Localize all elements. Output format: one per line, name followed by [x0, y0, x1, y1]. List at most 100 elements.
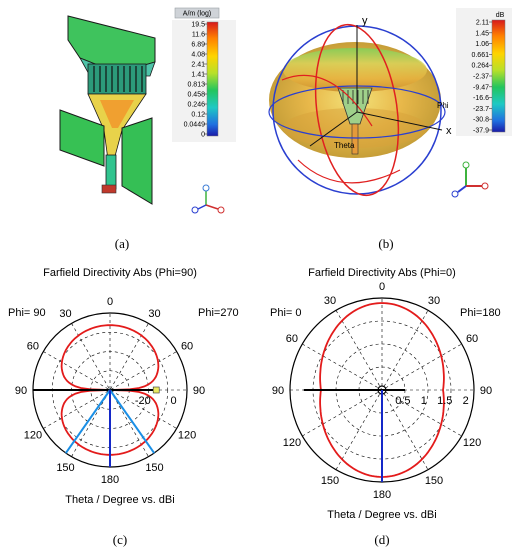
- legend-tick-label: 0.458: [187, 92, 205, 99]
- axis-triad-b: [451, 161, 489, 198]
- legend-a-colorbar: [206, 21, 219, 137]
- legend-b-title: dB: [496, 12, 505, 19]
- legend-tick-label: 1.41: [191, 72, 205, 79]
- polar-angle-tick: 0: [379, 281, 385, 293]
- legend-a-title-box: [174, 7, 220, 19]
- polar-spoke: [71, 323, 149, 457]
- polar-angle-tick: 90: [193, 385, 205, 397]
- legend-tick-label: 0.813: [187, 82, 205, 89]
- reference-marker: [152, 386, 160, 394]
- legend-tick-label: -23.7: [473, 106, 489, 113]
- legend-b-colorbar: [491, 19, 506, 133]
- inner-antenna-slots: [342, 90, 369, 104]
- legend-a-ticks: 19.5 11.6 6.89 4.08 2.41 1.41 0.813 0.458 0.246 0…: [184, 22, 207, 139]
- polar-angle-tick: 120: [24, 430, 42, 442]
- polar-angle-tick: 90: [480, 385, 492, 397]
- radial-tick-label: -20: [135, 395, 151, 407]
- z-axis-line: [309, 111, 358, 147]
- legend-tick-label: 6.89: [191, 42, 205, 49]
- chart-c-right-label: Phi=270: [198, 307, 239, 319]
- antenna-feed-line: [105, 154, 117, 190]
- legend-tick-label: 11.6: [192, 32, 205, 39]
- circle-red: [314, 23, 400, 197]
- legend-tick-label: 0.12: [191, 112, 205, 119]
- legend-tick-label: 2.41: [191, 62, 205, 69]
- caption-a: (a): [115, 236, 129, 251]
- polar-angle-tick: 150: [321, 475, 339, 487]
- legend-a-title: A/m (log): [183, 11, 211, 18]
- antenna-upper-radiator: [67, 15, 156, 71]
- panel-c: Farfield Directivity Abs (Phi=90) Phi= 9…: [8, 267, 239, 547]
- legend-tick-label: 0.246: [187, 102, 205, 109]
- legend-tick-label: 19.5: [191, 22, 205, 29]
- polar-angle-tick: 60: [27, 341, 39, 353]
- panel-d: Farfield Directivity Abs (Phi=0) Phi= 0 …: [270, 267, 501, 547]
- caption-b: (b): [378, 236, 393, 251]
- legend-tick-label: 0.264: [471, 63, 489, 70]
- antenna-hotspot: [100, 100, 134, 128]
- legend-tick-label: -30.8: [473, 117, 489, 124]
- polar-spoke: [71, 323, 149, 457]
- radial-tick-label: 1: [421, 395, 427, 407]
- legend-tick-label: 0.661: [471, 52, 489, 59]
- chart-d-right-label: Phi=180: [460, 307, 501, 319]
- legend-tick-label: 1.45: [475, 30, 489, 37]
- legend-b-ticks: 2.11 1.45 1.06 0.661 0.264 -2.37 -9.47 -16.6 -23…: [471, 20, 492, 135]
- beamwidth-line: [109, 389, 155, 454]
- polar-spoke: [43, 351, 177, 429]
- beamwidth-line: [65, 389, 111, 454]
- polar-angle-tick: 30: [428, 295, 440, 307]
- polar-angle-tick: 120: [463, 437, 481, 449]
- polar-angle-tick: 60: [181, 341, 193, 353]
- polar-chart-c: 0 30 60 90 120 150 180 150 120 90 60 30 -20 0: [15, 296, 205, 486]
- antenna-ground-left: [59, 109, 105, 167]
- x-axis-line: [356, 111, 443, 131]
- legend-tick-label: 0: [201, 132, 205, 139]
- antenna-ground-right: [121, 117, 153, 205]
- radial-tick-label: 1.5: [437, 395, 452, 407]
- caption-c: (c): [113, 532, 127, 547]
- legend-tick-label: -37.9: [473, 128, 489, 135]
- polar-angle-tick: 90: [272, 385, 284, 397]
- chart-d-xlabel: Theta / Degree vs. dBi: [327, 509, 436, 521]
- polar-angle-tick: 150: [145, 462, 163, 474]
- polar-angle-tick: 30: [148, 308, 160, 320]
- legend-tick-label: 1.06: [475, 41, 489, 48]
- polar-chart-d: 0 30 60 90 120 150 180 150 120 90 60 30 0.5 1 1.5 2: [272, 281, 492, 501]
- polar-angle-tick: 150: [425, 475, 443, 487]
- axis-label-y: y: [362, 15, 368, 27]
- polar-angle-tick: 60: [466, 333, 478, 345]
- radial-tick-label: 2: [463, 395, 469, 407]
- polar-angle-tick: 60: [286, 333, 298, 345]
- axis-label-x: x: [446, 125, 452, 137]
- legend-tick-label: 4.08: [191, 52, 205, 59]
- inner-feed: [351, 123, 359, 155]
- polar-angle-tick: 30: [59, 308, 71, 320]
- chart-d-left-label: Phi= 0: [270, 307, 302, 319]
- polar-angle-tick: 180: [373, 489, 391, 501]
- polar-angle-tick: 30: [324, 295, 336, 307]
- radial-tick-label: 0.5: [395, 395, 410, 407]
- legend-a-panel: [172, 20, 236, 142]
- polar-angle-tick: 120: [178, 430, 196, 442]
- chart-d-title: Farfield Directivity Abs (Phi=0): [308, 267, 456, 279]
- polar-spoke: [43, 351, 177, 429]
- chart-c-xlabel: Theta / Degree vs. dBi: [65, 494, 174, 506]
- legend-tick-label: -16.6: [473, 95, 489, 102]
- antenna-slot-region: [87, 63, 147, 95]
- polar-angle-tick: 120: [283, 437, 301, 449]
- label-phi: Phi: [437, 101, 449, 110]
- chart-c-left-label: Phi= 90: [8, 307, 46, 319]
- radiation-torus-top: [283, 48, 427, 92]
- polar-angle-tick: 180: [101, 474, 119, 486]
- polar-angle-tick: 150: [56, 462, 74, 474]
- chart-c-title: Farfield Directivity Abs (Phi=90): [43, 267, 197, 279]
- antenna-slots: [93, 66, 143, 92]
- panel-a: A/m (log) 19.5 11.6 6.89 4.08 2.41 1.41 0.813 0…: [59, 7, 236, 251]
- caption-d: (d): [374, 532, 389, 547]
- arc-theta: [297, 159, 401, 184]
- antenna-port: [101, 184, 117, 194]
- axis-triad-a: [191, 184, 225, 214]
- label-theta: Theta: [334, 141, 355, 150]
- panel-b: y x Phi Theta dB 2.11 1.45 1.06 0.661 0.264 -…: [268, 8, 512, 251]
